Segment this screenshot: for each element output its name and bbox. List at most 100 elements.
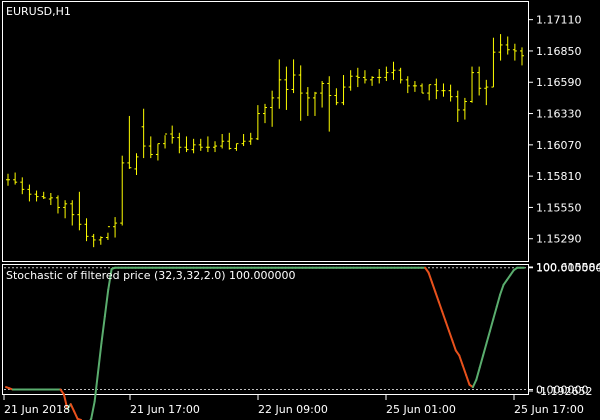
price-bar — [255, 105, 260, 141]
time-axis: 21 Jun 2018 21 Jun 17:00 22 Jun 09:00 25 Ju… — [3, 395, 584, 416]
price-bar — [205, 136, 210, 153]
indicator-segment — [488, 317, 495, 333]
indicator-segment — [100, 315, 106, 345]
price-bar — [498, 34, 503, 61]
price-axis-label: 1.16850 — [536, 45, 582, 58]
price-bar — [341, 75, 346, 106]
indicator-segment — [444, 320, 451, 333]
price-bar — [163, 133, 168, 149]
indicator-segment — [492, 305, 498, 320]
indicator-segment — [427, 271, 433, 284]
price-bar — [105, 226, 110, 240]
price-bar — [470, 66, 475, 103]
indicator-segment — [495, 293, 502, 308]
price-axis-label: 1.15550 — [536, 201, 582, 214]
price-bar — [448, 84, 453, 102]
price-bar — [263, 103, 267, 124]
price-bar — [298, 65, 303, 121]
price-bar — [234, 143, 239, 151]
price-bar — [484, 79, 489, 106]
indicator-segment — [461, 364, 468, 376]
price-bar — [291, 59, 296, 94]
time-axis-label: 25 Jun 01:00 — [386, 403, 456, 416]
time-axis-label: 25 Jun 17:00 — [514, 403, 584, 416]
price-bar — [184, 136, 189, 153]
price-bar — [63, 200, 68, 219]
price-bar — [177, 132, 182, 154]
price-bar — [412, 81, 417, 92]
price-bar — [491, 37, 496, 88]
price-bar — [198, 138, 203, 151]
price-bar — [370, 76, 375, 86]
price-bar — [520, 47, 524, 66]
price-bar — [220, 134, 225, 149]
price-bar — [377, 69, 382, 84]
price-bar — [355, 67, 360, 88]
price-bar — [41, 191, 46, 200]
indicator-segment — [485, 330, 491, 345]
price-bar — [391, 61, 396, 80]
price-axis-label: 1.16590 — [536, 76, 582, 89]
price-bar — [141, 108, 146, 159]
price-bar — [462, 97, 467, 120]
price-bar — [84, 218, 89, 242]
indicator-segment — [73, 410, 79, 420]
price-bar — [348, 70, 353, 91]
price-bar — [70, 200, 75, 226]
indicator-segment — [430, 281, 437, 294]
price-bar — [327, 76, 332, 132]
indicator-segment — [103, 288, 110, 318]
indicator-segment — [62, 393, 69, 411]
price-bar — [148, 136, 153, 159]
indicator-segment — [69, 403, 76, 413]
indicator-axis-label: 100.615584 — [536, 261, 600, 274]
price-bar — [420, 83, 425, 94]
price-bar — [155, 143, 160, 161]
price-bar — [48, 192, 53, 206]
price-bar — [277, 59, 282, 109]
price-bar — [77, 191, 82, 231]
price-axis: 1.17110 1.16850 1.16590 1.16330 1.16070 1.158… — [529, 14, 582, 246]
time-axis-label: 21 Jun 2018 — [4, 403, 70, 416]
indicator-segment — [458, 354, 464, 367]
price-bar — [120, 155, 125, 226]
indicator-segment — [434, 291, 440, 303]
price-axis-label: 1.17110 — [536, 14, 582, 27]
price-bar — [6, 173, 10, 186]
price-bar — [405, 76, 410, 94]
price-bar — [270, 90, 275, 127]
indicator-axis-label: -1.192652 — [536, 385, 592, 398]
price-bar — [505, 36, 510, 55]
indicator-segment — [448, 330, 454, 342]
price-axis-label: 1.16330 — [536, 108, 582, 121]
price-bar — [34, 190, 39, 202]
price-bar — [427, 84, 432, 101]
indicator-segment — [475, 366, 481, 381]
price-bar — [170, 125, 175, 144]
price-bar — [27, 184, 32, 202]
indicator-title: Stochastic of filtered price (32,3,32,2.… — [6, 269, 296, 282]
price-bar — [134, 153, 139, 175]
price-bar — [434, 78, 439, 100]
price-bar — [248, 132, 253, 145]
indicator-segment — [93, 371, 100, 403]
price-bar — [241, 134, 246, 147]
price-bar — [191, 138, 196, 154]
indicator-segment — [465, 373, 471, 386]
indicator-segment — [478, 354, 485, 369]
price-axis-label: 1.15810 — [536, 170, 582, 183]
indicator-segment — [97, 342, 103, 374]
time-axis-label: 21 Jun 17:00 — [130, 403, 200, 416]
price-bar — [20, 177, 25, 195]
price-bar — [455, 90, 460, 122]
price-bar — [227, 132, 232, 150]
price-bar — [320, 81, 325, 108]
indicator-line — [5, 266, 525, 420]
price-bar — [512, 43, 517, 61]
indicator-segment — [441, 310, 447, 323]
price-bar — [305, 87, 310, 116]
indicator-panel-frame — [2, 264, 529, 395]
price-chart-title: EURUSD,H1 — [6, 5, 71, 18]
